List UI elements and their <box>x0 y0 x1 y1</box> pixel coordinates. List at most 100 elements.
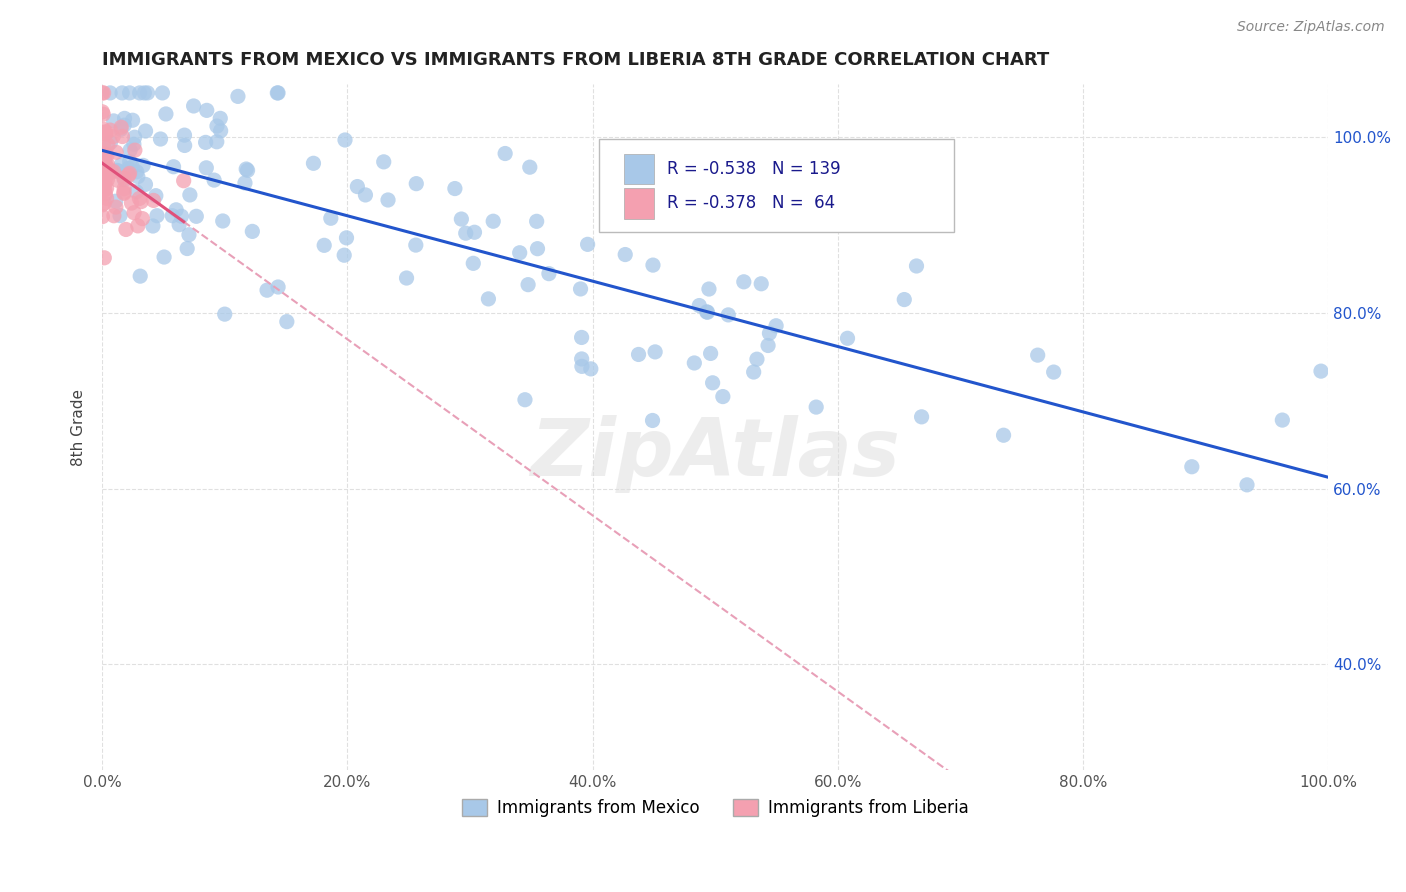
Point <box>571 351 593 366</box>
Point <box>205 135 228 149</box>
Point <box>576 237 599 252</box>
Point <box>93 162 115 177</box>
Point <box>132 158 155 172</box>
Point <box>96 191 118 205</box>
Point <box>91 104 114 119</box>
Point <box>756 338 779 352</box>
Point <box>513 392 536 407</box>
Point <box>94 147 117 161</box>
Point <box>124 130 146 145</box>
Point <box>699 346 721 360</box>
Point <box>993 428 1015 442</box>
Point <box>105 163 128 178</box>
Point <box>1310 364 1333 378</box>
Point <box>644 344 666 359</box>
Point <box>1181 459 1204 474</box>
Point <box>91 210 114 224</box>
Point <box>112 182 135 196</box>
Point <box>205 119 228 133</box>
Point <box>765 318 787 333</box>
Point <box>135 124 157 138</box>
Point <box>702 376 724 390</box>
Point <box>179 188 201 202</box>
Legend: Immigrants from Mexico, Immigrants from Liberia: Immigrants from Mexico, Immigrants from … <box>456 792 976 823</box>
Point <box>314 238 336 252</box>
Point <box>683 356 706 370</box>
Point <box>319 211 342 226</box>
Point <box>214 307 236 321</box>
Point <box>1026 348 1049 362</box>
Point <box>1271 413 1294 427</box>
Point <box>146 209 169 223</box>
Point <box>96 161 118 175</box>
Point <box>129 194 152 209</box>
Point <box>266 86 288 100</box>
Text: Source: ZipAtlas.com: Source: ZipAtlas.com <box>1237 20 1385 34</box>
Point <box>136 86 159 100</box>
Point <box>463 256 485 270</box>
Point <box>711 390 734 404</box>
Point <box>94 158 117 172</box>
Point <box>121 196 143 211</box>
Point <box>112 172 135 186</box>
Point <box>93 251 115 265</box>
Point <box>910 409 932 424</box>
Point <box>302 156 325 170</box>
FancyBboxPatch shape <box>624 154 654 185</box>
Point <box>153 250 176 264</box>
Point <box>122 137 145 152</box>
Point <box>103 164 125 178</box>
Point <box>256 283 278 297</box>
Point <box>103 209 125 223</box>
Point <box>131 211 153 226</box>
Point <box>127 219 149 233</box>
Point <box>91 165 114 179</box>
Point <box>111 129 134 144</box>
Point <box>100 136 122 150</box>
Point <box>94 170 117 185</box>
Point <box>173 174 195 188</box>
Point <box>142 219 165 233</box>
Point <box>97 138 120 153</box>
Point <box>494 146 516 161</box>
Point <box>93 178 115 192</box>
Text: R = -0.538   N = 139: R = -0.538 N = 139 <box>668 161 841 178</box>
Point <box>162 209 184 223</box>
Point <box>118 86 141 100</box>
Point <box>463 225 485 239</box>
Point <box>482 214 505 228</box>
Point <box>226 89 249 103</box>
Point <box>134 86 156 100</box>
Point <box>905 259 928 273</box>
Point <box>405 238 427 252</box>
Point <box>641 258 664 272</box>
Point <box>758 326 780 341</box>
Point <box>125 165 148 179</box>
Point <box>149 132 172 146</box>
Point <box>118 168 141 182</box>
Point <box>152 86 174 100</box>
Point <box>91 86 114 100</box>
Point <box>517 277 540 292</box>
Point <box>94 183 117 197</box>
Point <box>103 114 125 128</box>
Point <box>91 137 114 152</box>
Point <box>93 153 115 168</box>
Point <box>96 161 118 176</box>
Point <box>696 305 718 319</box>
Point <box>267 280 290 294</box>
Point <box>267 86 290 100</box>
Point <box>94 125 117 139</box>
Point <box>186 210 208 224</box>
Point <box>346 179 368 194</box>
Point <box>93 150 115 164</box>
Point <box>240 224 263 238</box>
Point <box>96 161 118 175</box>
Point <box>104 194 127 209</box>
Point <box>354 188 377 202</box>
Point <box>837 331 859 345</box>
Point <box>745 352 768 367</box>
Point <box>177 227 200 242</box>
Point <box>641 413 664 427</box>
Point <box>804 400 827 414</box>
